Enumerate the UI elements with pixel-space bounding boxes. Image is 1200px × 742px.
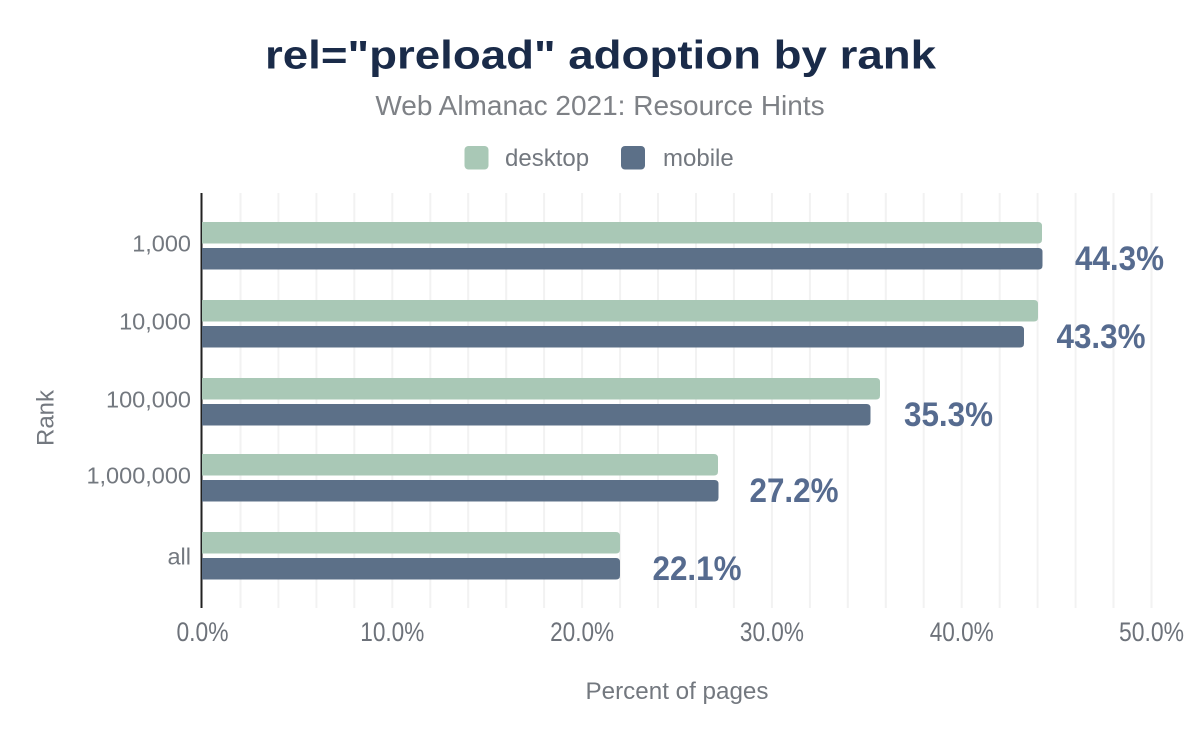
svg-text:22.1%: 22.1%	[653, 550, 742, 588]
svg-text:10.0%: 10.0%	[360, 617, 424, 647]
svg-text:mobile: mobile	[663, 145, 734, 172]
svg-text:10,000: 10,000	[119, 309, 191, 335]
svg-text:50.0%: 50.0%	[1119, 617, 1184, 647]
svg-text:rel="preload" adoption by rank: rel="preload" adoption by rank	[265, 34, 937, 78]
svg-text:desktop: desktop	[505, 145, 589, 172]
svg-text:20.0%: 20.0%	[550, 617, 614, 647]
svg-text:100,000: 100,000	[106, 387, 191, 413]
svg-text:30.0%: 30.0%	[740, 617, 804, 647]
svg-text:35.3%: 35.3%	[904, 396, 993, 434]
svg-text:44.3%: 44.3%	[1075, 240, 1164, 278]
svg-text:0.0%: 0.0%	[177, 617, 229, 647]
svg-text:43.3%: 43.3%	[1057, 318, 1146, 356]
svg-text:Rank: Rank	[33, 389, 60, 446]
svg-text:27.2%: 27.2%	[750, 472, 839, 510]
svg-text:all: all	[167, 544, 191, 570]
svg-text:1,000,000: 1,000,000	[86, 463, 191, 489]
svg-text:Percent of pages: Percent of pages	[586, 678, 769, 705]
svg-text:40.0%: 40.0%	[930, 617, 994, 647]
svg-text:1,000: 1,000	[132, 231, 191, 257]
svg-text:Web Almanac 2021: Resource Hin: Web Almanac 2021: Resource Hints	[375, 90, 824, 121]
